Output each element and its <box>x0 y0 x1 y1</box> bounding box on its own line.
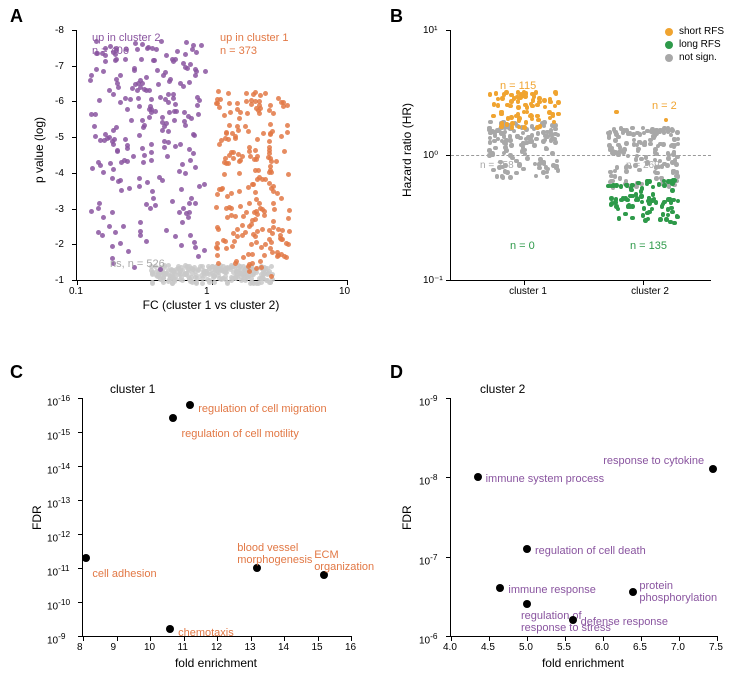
legend-dot-long <box>665 41 673 49</box>
panel-b-xlabel-c1: cluster 1 <box>488 286 568 297</box>
legend-label-long: long RFS <box>679 39 721 50</box>
panel-b-ylabel: Hazard ratio (HR) <box>400 50 414 250</box>
panel-a-plotarea: 0.1110-1-2-3-4-5-6-7-8 <box>76 30 347 281</box>
panel-a-annot-gray: ns, n = 526 <box>110 258 165 271</box>
legend-ns: not sign. <box>665 52 724 63</box>
go-term-label: chemotaxis <box>178 627 234 639</box>
legend-short: short RFS <box>665 26 724 37</box>
panel-a-ylabel: p value (log) <box>32 50 46 250</box>
panel-d: cluster 2 FDR 4.04.55.05.56.06.57.07.510… <box>400 368 730 684</box>
legend-long: long RFS <box>665 39 724 50</box>
panel-a-annot-purple: up in cluster 2 n = 406 <box>92 32 160 58</box>
panel-c-plotarea: 891011121314151610-910-1010-1110-1210-13… <box>82 398 351 637</box>
legend-dot-short <box>665 28 673 36</box>
panel-c-xlabel: fold enrichment <box>82 656 350 670</box>
go-term-label: regulation of cell motility <box>181 428 298 440</box>
panel-d-xlabel: fold enrichment <box>450 656 716 670</box>
panel-b-n-amber-c1: n = 115 <box>500 80 536 93</box>
panel-b-n-amber-c2: n = 2 <box>652 100 677 113</box>
go-term-label: protein phosphorylation <box>639 580 717 604</box>
panel-d-ylabel: FDR <box>400 428 414 608</box>
panel-b-legend: short RFS long RFS not sign. <box>665 26 724 65</box>
panel-b-n-gray-c2: n = 269 <box>626 160 660 172</box>
go-term-label: cell adhesion <box>92 568 156 580</box>
panel-c: cluster 1 FDR 891011121314151610-910-101… <box>30 368 370 684</box>
panel-label-c: C <box>10 362 23 383</box>
go-term-label: regulation of cell death <box>535 545 646 557</box>
go-term-label: regulation of cell migration <box>198 403 326 415</box>
legend-label-ns: not sign. <box>679 52 717 63</box>
panel-b-n-gray-c1: n = 258 <box>480 160 514 172</box>
go-term-label: defense response <box>581 616 668 628</box>
legend-label-short: short RFS <box>679 26 724 37</box>
panel-d-plotarea: 4.04.55.05.56.06.57.07.510-610-710-810-9… <box>450 398 717 637</box>
panel-b-xlabel-c2: cluster 2 <box>610 286 690 297</box>
panel-b-plotarea: 10⁻¹10⁰10¹ <box>450 30 711 281</box>
panel-b-n-green-c2: n = 135 <box>630 240 667 253</box>
legend-dot-ns <box>665 54 673 62</box>
panel-d-title: cluster 2 <box>480 382 525 396</box>
panel-a: p value (log) 0.1110-1-2-3-4-5-6-7-8 FC … <box>30 10 370 330</box>
panel-a-annot-orange: up in cluster 1 n = 373 <box>220 32 288 58</box>
panel-label-a: A <box>10 6 23 27</box>
panel-c-ylabel: FDR <box>30 428 44 608</box>
panel-a-xlabel: FC (cluster 1 vs cluster 2) <box>76 298 346 312</box>
panel-b: Hazard ratio (HR) 10⁻¹10⁰10¹ cluster 1 c… <box>400 10 730 330</box>
panel-b-n-green-c1: n = 0 <box>510 240 535 253</box>
go-term-label: response to cytokine <box>603 455 704 467</box>
panel-c-title: cluster 1 <box>110 382 155 396</box>
go-term-label: immune system process <box>486 473 605 485</box>
go-term-label: ECM organization <box>314 549 374 573</box>
go-term-label: blood vessel morphogenesis <box>237 542 312 566</box>
figure-root: A B C D p value (log) 0.1110-1-2-3-4-5-6… <box>0 0 737 692</box>
go-term-label: immune response <box>508 584 595 596</box>
